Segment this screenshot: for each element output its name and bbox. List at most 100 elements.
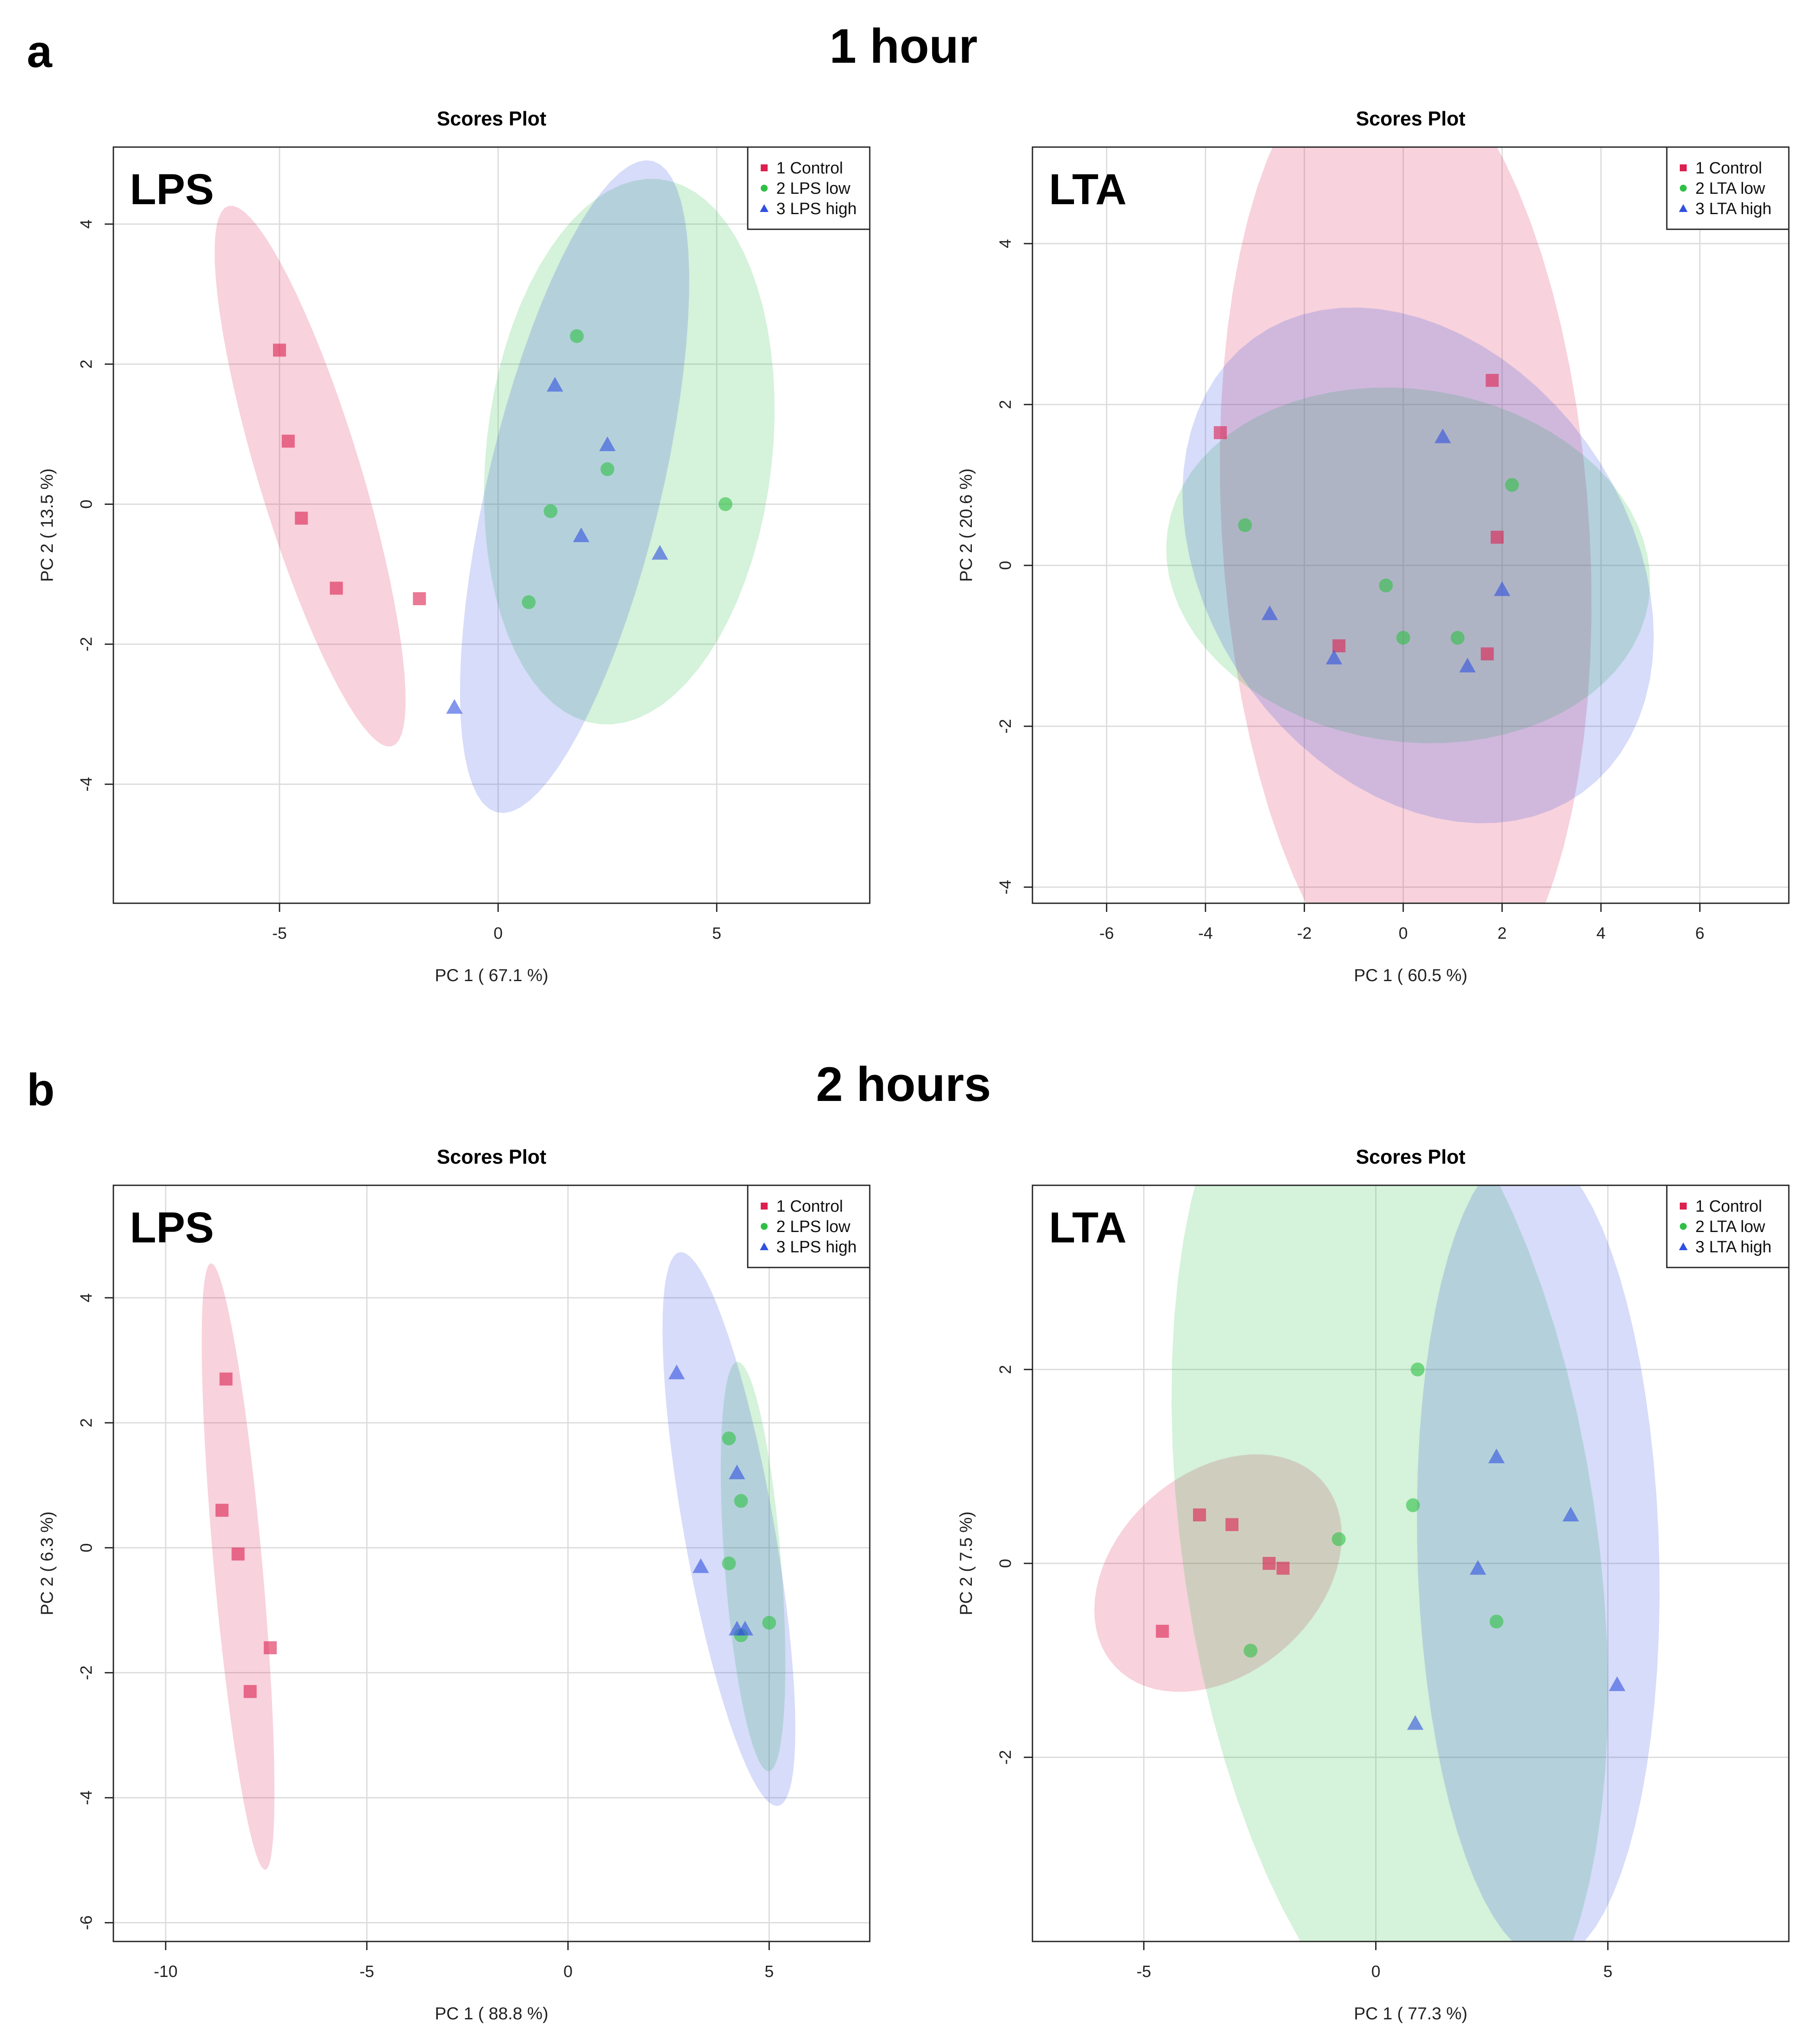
y-axis-label: PC 2 ( 20.6 %) xyxy=(957,468,976,582)
ellipse-control xyxy=(202,1263,275,1870)
point-control xyxy=(1332,639,1346,652)
plot-title: Scores Plot xyxy=(437,107,546,130)
panel-label: LTA xyxy=(1049,1203,1127,1252)
y-tick-label: -2 xyxy=(77,1665,96,1680)
point-high xyxy=(1434,428,1451,443)
point-low xyxy=(1450,631,1465,645)
legend-triangle-icon xyxy=(1679,1242,1688,1250)
y-tick-label: 0 xyxy=(997,1559,1015,1568)
point-high xyxy=(729,1464,746,1479)
point-control xyxy=(264,1641,277,1655)
x-tick-label: 0 xyxy=(494,924,503,943)
legend-circle-icon xyxy=(761,185,768,192)
point-low xyxy=(1406,1498,1420,1512)
x-tick-label: -6 xyxy=(1099,924,1114,943)
plot-frame xyxy=(113,146,871,904)
y-tick-label: 4 xyxy=(997,239,1015,248)
legend: 1 Control 2 LTA low 3 LTA high xyxy=(1666,146,1790,230)
point-low xyxy=(521,595,536,610)
x-tick-label: -2 xyxy=(1297,924,1312,943)
legend-box xyxy=(1666,1184,1790,1268)
ellipse-high xyxy=(460,160,689,813)
data-points xyxy=(273,329,733,714)
point-high xyxy=(1488,1448,1505,1463)
legend-box xyxy=(1666,146,1790,230)
legend-square-icon xyxy=(1680,1203,1687,1210)
x-tick-label: 0 xyxy=(563,1963,572,1981)
point-control xyxy=(215,1504,229,1517)
point-low xyxy=(570,329,584,343)
legend-square-icon xyxy=(1680,164,1687,171)
x-tick-label: -5 xyxy=(1136,1963,1151,1981)
legend-circle-icon xyxy=(761,1223,768,1230)
legend-entry: 2 LPS low xyxy=(776,1218,851,1236)
point-control xyxy=(330,581,343,595)
ellipse-low xyxy=(484,179,775,725)
point-high xyxy=(668,1364,685,1380)
legend-entry: 3 LPS high xyxy=(776,200,857,218)
point-high xyxy=(692,1558,709,1573)
plot-title: Scores Plot xyxy=(1356,107,1465,130)
legend-triangle-icon xyxy=(1679,204,1688,212)
point-low xyxy=(543,504,558,518)
scores-plot-0: -5 0 5 -4 -2 0 2 4 Scores Plot PC 1 ( 67.1 %) PC 2… xyxy=(38,107,871,985)
legend: 1 Control 2 LPS low 3 LPS high xyxy=(747,1184,871,1268)
x-tick-label: 5 xyxy=(1603,1963,1612,1981)
plot-frame xyxy=(1032,146,1790,904)
legend: 1 Control 2 LPS low 3 LPS high xyxy=(747,146,871,230)
y-tick-label: -4 xyxy=(77,777,96,792)
point-control xyxy=(295,511,308,525)
legend-square-icon xyxy=(761,164,768,171)
point-high xyxy=(1325,649,1342,664)
ellipse-high xyxy=(1182,307,1654,824)
point-control xyxy=(413,592,426,605)
x-tick-label: 2 xyxy=(1498,924,1507,943)
point-low xyxy=(762,1616,776,1630)
y-tick-label: 4 xyxy=(77,1293,96,1302)
x-tick-label: 0 xyxy=(1399,924,1408,943)
point-high xyxy=(1407,1715,1424,1730)
ellipse-high xyxy=(662,1252,796,1806)
legend: 1 Control 2 LTA low 3 LTA high xyxy=(1666,1184,1790,1268)
scores-plot-1: -6 -4 -2 0 2 4 6 -4 -2 0 2 4 Scores Plot PC 1 ( 60.5 … xyxy=(957,107,1790,985)
y-tick-label: 2 xyxy=(997,1365,1015,1374)
point-control xyxy=(232,1547,245,1561)
confidence-ellipses xyxy=(1094,1185,1660,1941)
panel-label: LPS xyxy=(130,165,214,214)
point-control xyxy=(1156,1624,1169,1638)
ellipse-low xyxy=(720,1362,785,1771)
plot-title: Scores Plot xyxy=(437,1146,546,1168)
scores-plot-2: -10 -5 0 5 -6 -4 -2 0 2 4 Scores Plot PC 1 ( 88.8 %… xyxy=(38,1146,871,2023)
x-tick-label: -5 xyxy=(360,1963,374,1981)
y-tick-label: 0 xyxy=(77,500,96,509)
point-low xyxy=(1411,1362,1425,1377)
point-low xyxy=(722,1556,736,1570)
data-points xyxy=(1156,1362,1626,1730)
point-control xyxy=(282,434,295,448)
ellipse-high xyxy=(1417,1185,1660,1941)
legend-box xyxy=(747,146,871,230)
row-title-2-hours: 2 hours xyxy=(816,1057,991,1111)
y-tick-label: -2 xyxy=(997,1750,1015,1765)
y-tick-label: -2 xyxy=(77,637,96,651)
legend-entry: 1 Control xyxy=(1695,159,1762,177)
x-tick-label: -4 xyxy=(1198,924,1213,943)
scores-plot-3: -5 0 5 -2 0 2 Scores Plot PC 1 ( 77.3 %) PC 2 ( … xyxy=(957,1146,1790,2023)
legend-entry: 2 LTA low xyxy=(1695,1218,1765,1236)
ellipse-control xyxy=(215,205,406,747)
legend-entry: 3 LPS high xyxy=(776,1238,857,1256)
y-tick-label: 2 xyxy=(997,400,1015,409)
point-control xyxy=(244,1685,257,1698)
point-high xyxy=(1609,1676,1626,1691)
legend-entry: 3 LTA high xyxy=(1695,1238,1772,1256)
y-axis-label: PC 2 ( 13.5 %) xyxy=(38,468,57,582)
ellipse-control xyxy=(1220,147,1592,903)
point-control xyxy=(1490,530,1504,544)
point-high xyxy=(446,699,463,714)
point-low xyxy=(1238,518,1252,532)
plot-title: Scores Plot xyxy=(1356,1146,1465,1168)
point-high xyxy=(1261,605,1278,620)
point-low xyxy=(600,462,614,476)
point-control xyxy=(273,343,286,357)
